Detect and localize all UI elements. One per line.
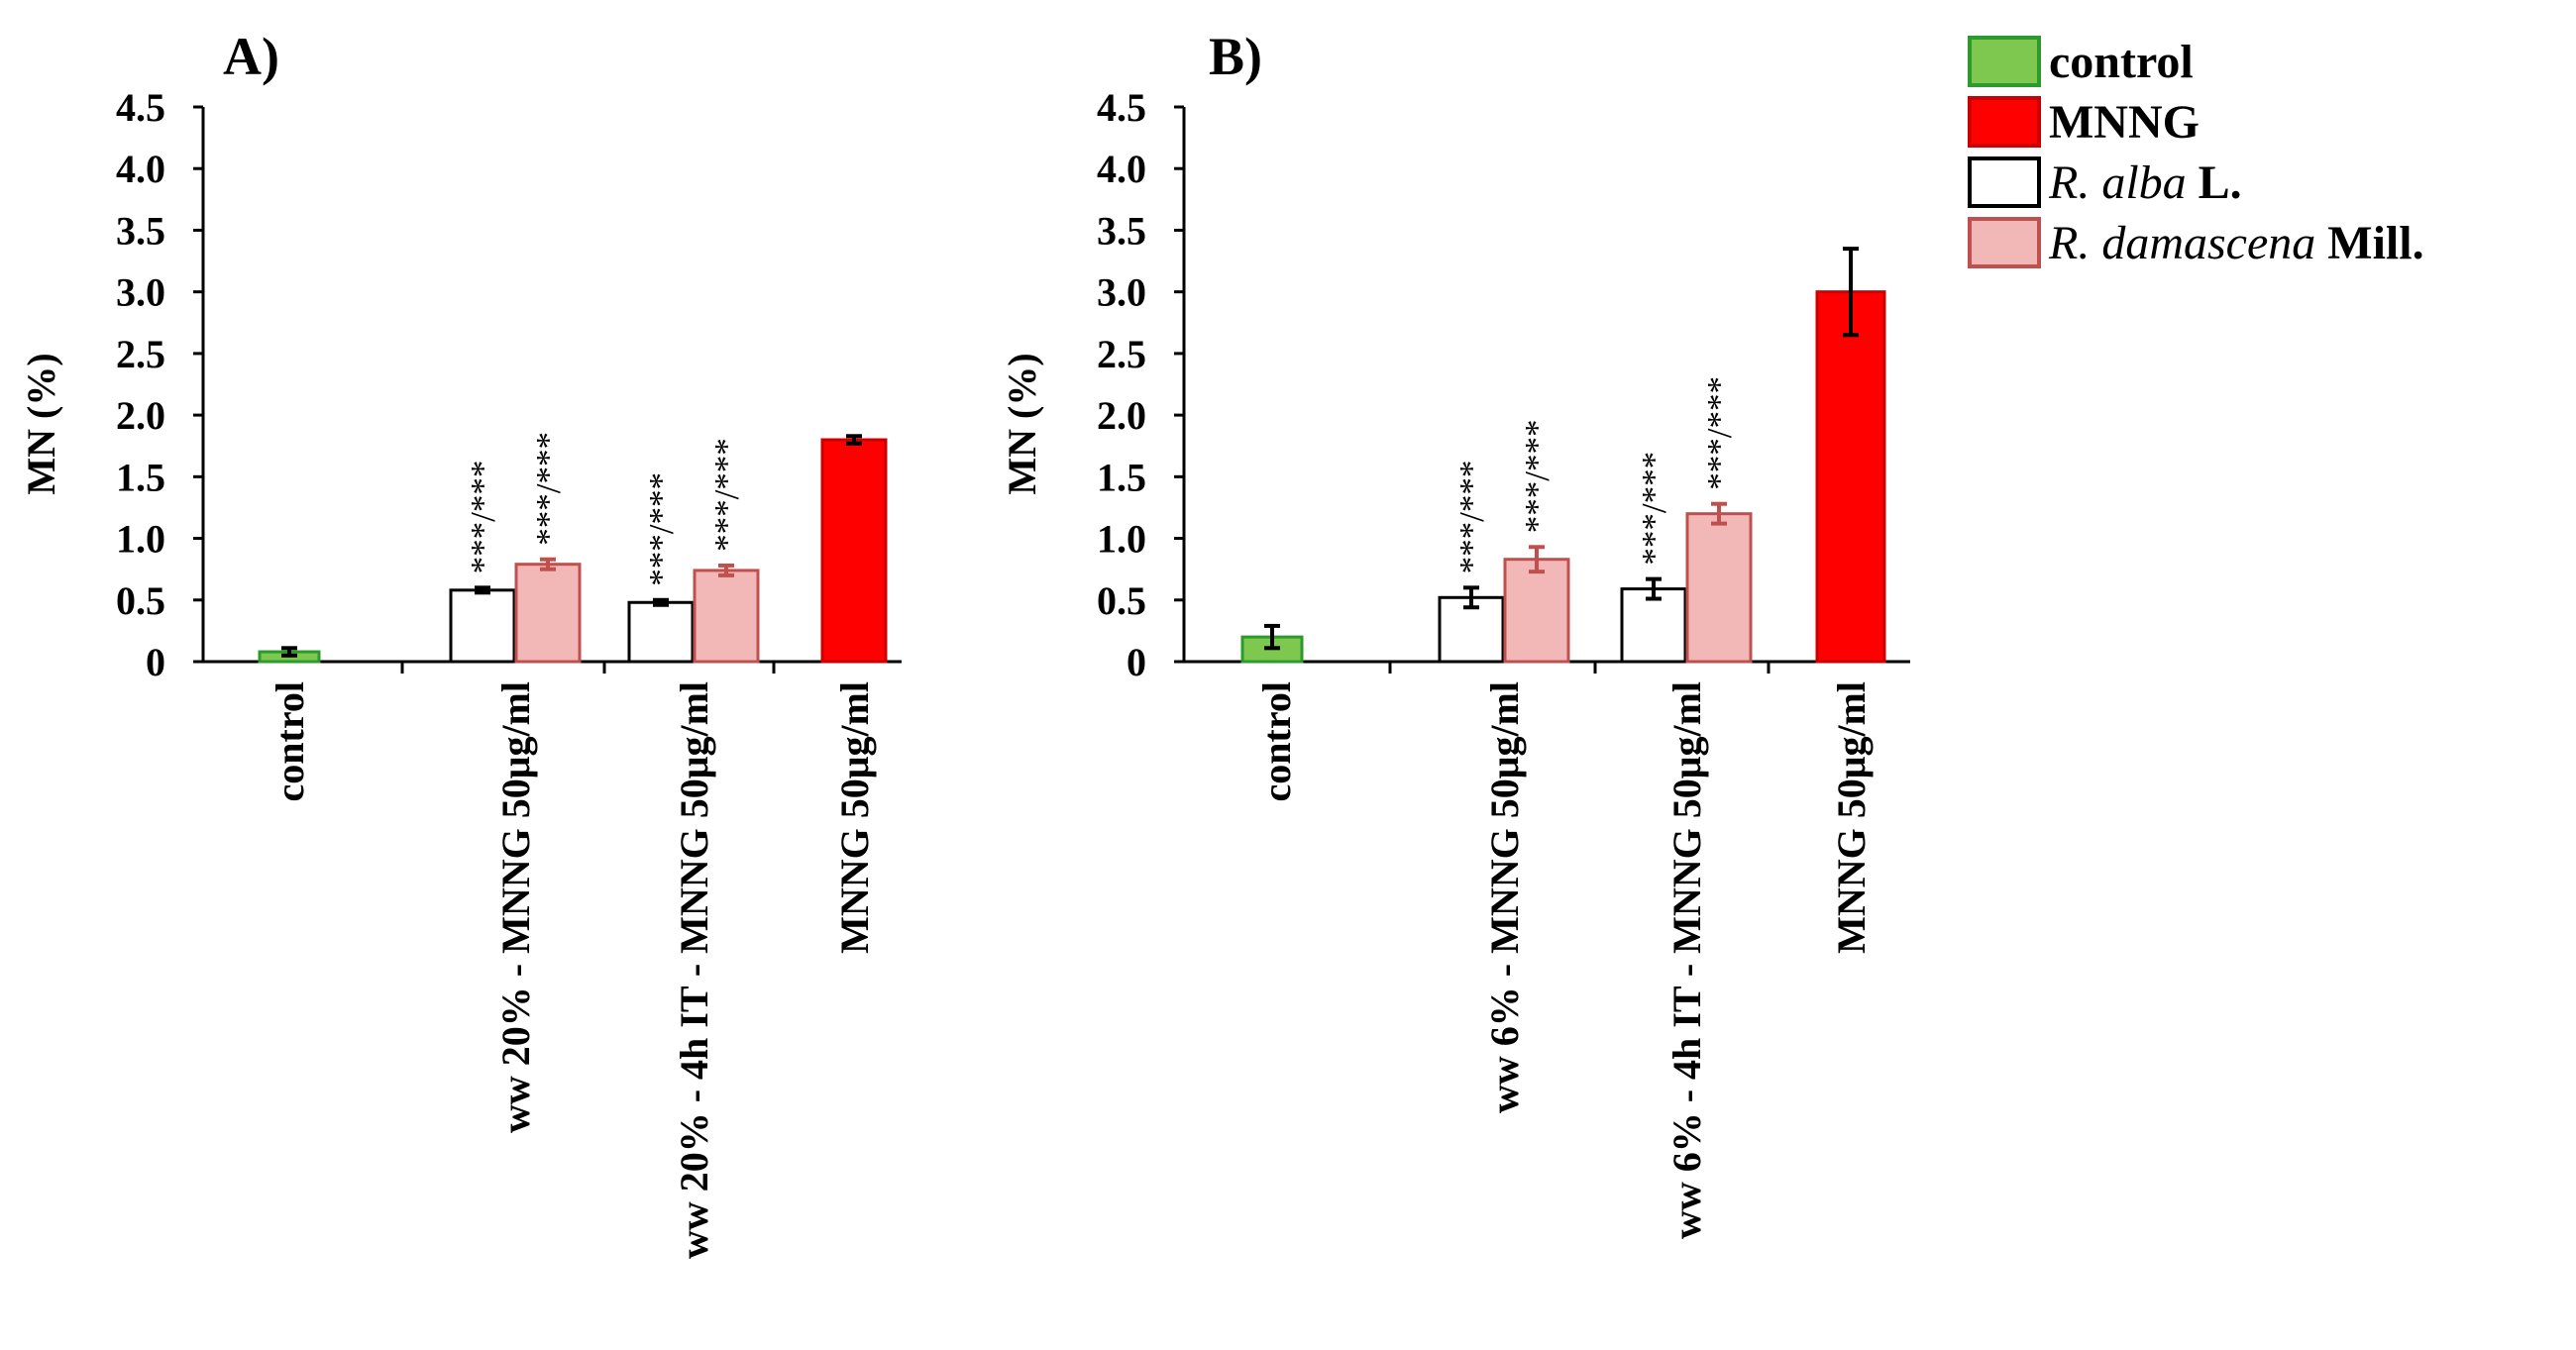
legend-label-suffix: L. (2187, 156, 2242, 209)
y-tick-label-b: 2.5 (1097, 332, 1146, 376)
bar-b-mnng (1815, 290, 1886, 664)
legend-swatch (1968, 36, 2041, 87)
y-tick-label-a: 4.0 (116, 147, 165, 191)
panel-label-a: A) (223, 27, 279, 86)
bar-b-r-damascena-mill- (1685, 512, 1753, 664)
significance-label-a: ***/*** (529, 432, 568, 546)
legend-label-main: R. alba (2048, 156, 2187, 209)
significance-label-a: ***/*** (464, 461, 502, 574)
category-label-b: MNNG 50μg/ml (1829, 681, 1874, 954)
category-label-a: MNNG 50μg/ml (832, 681, 877, 954)
y-tick-label-b: 4.5 (1097, 85, 1146, 130)
legend-swatch (1968, 96, 2041, 148)
bar-a-r-alba-l- (627, 600, 695, 664)
legend-swatch (1968, 217, 2041, 268)
category-label-b: ww 6% - MNNG 50μg/ml (1482, 681, 1527, 1113)
y-tick-label-a: 2.5 (116, 332, 165, 376)
y-tick-label-b: 0 (1127, 640, 1146, 684)
legend-label-suffix: Mill. (2315, 217, 2423, 269)
legend-label: R. alba L. (2048, 156, 2242, 209)
legend-label-main: control (2049, 36, 2194, 88)
y-tick-label-b: 0.5 (1097, 578, 1146, 623)
category-label-a: ww 20% - 4h IT - MNNG 50μg/ml (672, 681, 716, 1259)
y-tick-label-a: 4.5 (116, 85, 165, 130)
y-axis-label-a: MN (%) (19, 353, 63, 494)
panel-a-chart: A) 0 0.5 1.0 1.5 2.0 2.5 3.0 3.5 4.0 4.5 MN (%) cont… (19, 27, 902, 1259)
significance-label-a: ***/*** (707, 438, 746, 552)
legend: control MNNG R. alba L. R. damascena Mill. (1968, 36, 2424, 269)
significance-label-a: ***/*** (642, 472, 681, 586)
panel-b-chart: B) 0 0.5 1.0 1.5 2.0 2.5 3.0 3.5 4.0 4.5 MN (%) cont… (1000, 27, 1910, 1239)
y-tick-label-b: 3.5 (1097, 208, 1146, 253)
significance-label-b: ***/*** (1452, 461, 1491, 574)
legend-label-main: MNNG (2049, 96, 2200, 149)
y-tick-label-a: 3.5 (116, 208, 165, 253)
y-tick-label-a: 0.5 (116, 578, 165, 623)
y-tick-label-b: 3.0 (1097, 270, 1146, 315)
legend-label: R. damascena Mill. (2048, 217, 2424, 269)
y-tick-label-a: 0 (146, 640, 165, 684)
category-label-a: control (268, 681, 312, 801)
y-axis-label-b: MN (%) (1000, 353, 1044, 494)
significance-label-b: ***/*** (1518, 420, 1556, 534)
category-label-b: control (1254, 681, 1299, 801)
legend-label-main: R. damascena (2048, 217, 2315, 269)
y-tick-label-b: 4.0 (1097, 147, 1146, 191)
y-tick-label-a: 1.5 (116, 455, 165, 499)
significance-label-b: ***/*** (1700, 376, 1739, 490)
y-tick-label-a: 1.0 (116, 517, 165, 562)
y-tick-label-b: 1.5 (1097, 455, 1146, 499)
y-tick-label-a: 3.0 (116, 270, 165, 315)
panel-label-b: B) (1209, 27, 1262, 86)
y-tick-label-b: 1.0 (1097, 517, 1146, 562)
significance-label-b: ***/*** (1635, 452, 1673, 566)
bar-a-r-damascena-mill- (693, 569, 760, 664)
category-label-a: ww 20% - MNNG 50μg/ml (493, 681, 538, 1133)
y-tick-label-b: 2.0 (1097, 393, 1146, 438)
legend-swatch (1968, 156, 2041, 208)
bar-a-r-damascena-mill- (514, 563, 582, 664)
bar-a-mnng (820, 438, 888, 664)
bar-b-r-damascena-mill- (1503, 558, 1570, 664)
legend-label: MNNG (2049, 96, 2200, 149)
y-tick-label-a: 2.0 (116, 393, 165, 438)
category-label-b: ww 6% - 4h IT - MNNG 50μg/ml (1664, 681, 1709, 1239)
legend-label: control (2049, 36, 2194, 88)
bar-a-r-alba-l- (449, 588, 516, 664)
